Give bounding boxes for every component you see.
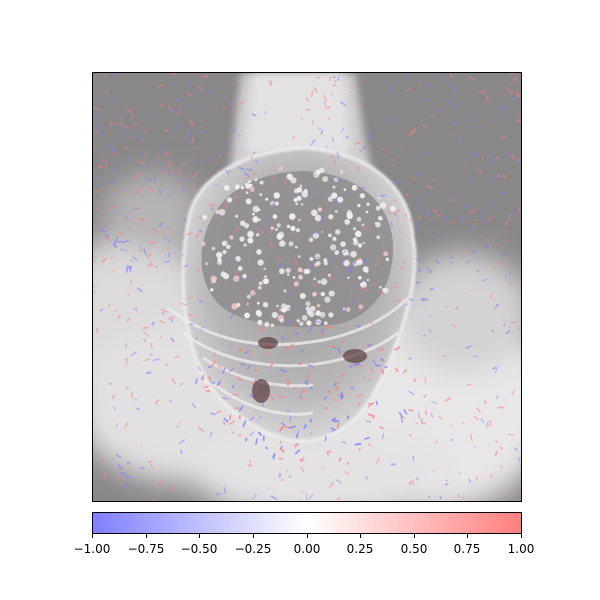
colorbar-tick-label: −0.50 [180, 542, 218, 556]
colorbar-tick [253, 534, 254, 538]
colorbar-tick-label: 0.00 [293, 542, 321, 556]
saliency-heatmap-image [93, 73, 521, 501]
colorbar-tick-label: −1.00 [73, 542, 111, 556]
colorbar-tick-label: 0.25 [346, 542, 374, 556]
colorbar-tick [199, 534, 200, 538]
colorbar-tick [414, 534, 415, 538]
head-ridges [167, 296, 410, 416]
colorbar-tick-label: 1.00 [507, 542, 535, 556]
colorbar-tick-label: −0.25 [234, 542, 272, 556]
fish-spots [201, 166, 396, 327]
colorbar-tick-label: −0.75 [127, 542, 165, 556]
attribution-noise [93, 73, 521, 501]
colorbar-tick [146, 534, 147, 538]
colorbar-tick [92, 534, 93, 538]
colorbar [92, 512, 522, 534]
colorbar-tick [360, 534, 361, 538]
colorbar-gradient [93, 513, 521, 533]
colorbar-tick-label: 0.50 [400, 542, 428, 556]
colorbar-tick [467, 534, 468, 538]
colorbar-axis: −1.00 −0.75 −0.50 −0.25 0.00 0.25 0.50 0.75 1.00 [74, 534, 534, 564]
colorbar-tick [521, 534, 522, 538]
colorbar-tick-label: 0.75 [453, 542, 481, 556]
colorbar-tick [307, 534, 308, 538]
heatmap-axes [92, 72, 522, 502]
